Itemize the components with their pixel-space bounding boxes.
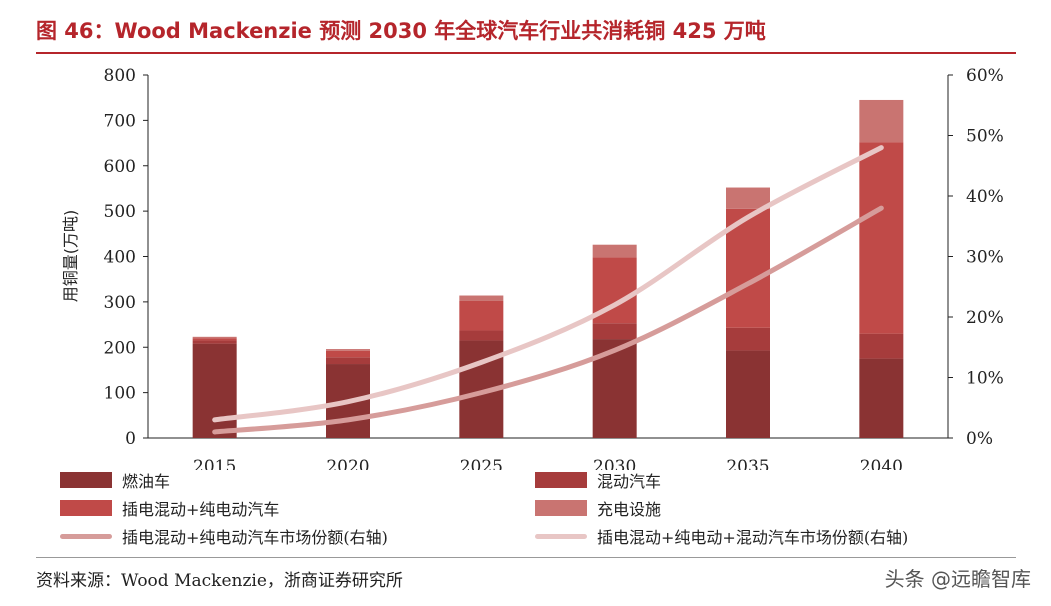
y-tick-label: 400 [104, 248, 136, 268]
bar-segment-hybrid [726, 327, 770, 351]
y2-tick-label: 50% [966, 127, 1004, 147]
legend-swatch-ev-share [60, 533, 112, 539]
title-divider [36, 52, 1016, 54]
x-tick-label: 2020 [326, 457, 369, 470]
y2-tick-label: 30% [966, 248, 1004, 268]
bar-segment-hybrid [859, 333, 904, 359]
y2-tick-label: 0% [966, 429, 993, 449]
bar-segment-charging [192, 336, 237, 339]
bar-segment-charging [459, 295, 504, 301]
x-tick-label: 2030 [593, 457, 636, 470]
y-tick-label: 200 [104, 338, 136, 358]
bar-segment-ice [192, 343, 237, 438]
figure-title: 图 46：Wood Mackenzie 预测 2030 年全球汽车行业共消耗铜 … [36, 19, 766, 43]
legend-item-hybrid: 混动汽车 [535, 468, 661, 492]
bar-segment-charging [592, 244, 637, 258]
y-tick-label: 500 [104, 202, 136, 222]
legend-label-ice: 燃油车 [122, 472, 171, 491]
legend-swatch-hybrid [535, 472, 587, 488]
bar-segment-hybrid [192, 340, 237, 344]
y-tick-label: 700 [104, 111, 136, 131]
y-tick-label: 800 [104, 66, 136, 86]
bar-segment-charging [859, 99, 904, 143]
source-note: 资料来源：Wood Mackenzie，浙商证券研究所 [36, 571, 403, 591]
stacked-bar-chart: 0 100 200 300 400 500 600 700 800 0% 10% 20% 30% 40% 5… [61, 66, 1004, 470]
legend-label-hybrid: 混动汽车 [597, 472, 662, 491]
source-divider [36, 557, 1016, 558]
bar-segment-charging [326, 349, 370, 351]
y-tick-label: 0 [125, 429, 136, 449]
xev-share-line [212, 145, 884, 423]
bar-segment-phev-bev [459, 300, 504, 331]
watermark: 头条 @远瞻智库 [884, 567, 1031, 591]
legend-item-phev-bev: 插电混动+纯电动汽车 [60, 496, 279, 520]
legend-label-ev-share: 插电混动+纯电动汽车市场份额(右轴) [122, 528, 388, 547]
legend-swatch-charging [535, 500, 587, 516]
legend-swatch-xev-share [535, 533, 587, 539]
ev-share-line [212, 205, 884, 435]
bar-segment-ice [726, 350, 770, 438]
legend-swatch-phev-bev [60, 500, 112, 516]
legend-item-ev-share: 插电混动+纯电动汽车市场份额(右轴) [60, 524, 388, 548]
y-tick-label: 600 [104, 157, 136, 177]
legend-label-xev-share: 插电混动+纯电动+混动汽车市场份额(右轴) [597, 528, 909, 547]
y2-tick-label: 40% [966, 187, 1004, 207]
legend-item-charging: 充电设施 [535, 496, 661, 520]
bar-segment-phev-bev [859, 142, 904, 334]
x-tick-label: 2015 [193, 457, 236, 470]
y-axis-label: 用铜量(万吨) [61, 210, 80, 303]
y-tick-label: 100 [104, 384, 136, 404]
bar-segment-phev-bev [326, 350, 370, 358]
legend-item-xev-share: 插电混动+纯电动+混动汽车市场份额(右轴) [535, 524, 908, 548]
x-tick-label: 2025 [460, 457, 503, 470]
x-tick-label: 2040 [860, 457, 903, 470]
legend-swatch-ice [60, 472, 112, 488]
bar-segment-phev-bev [192, 338, 237, 341]
y-tick-label: 300 [104, 293, 136, 313]
y2-tick-label: 20% [966, 308, 1004, 328]
y2-tick-label: 10% [966, 369, 1004, 389]
x-tick-label: 2035 [726, 457, 769, 470]
bar-segment-hybrid [459, 330, 504, 341]
y2-tick-label: 60% [966, 66, 1004, 86]
bar-segment-charging [726, 187, 770, 209]
legend-label-charging: 充电设施 [597, 500, 662, 519]
bar-segment-hybrid [326, 357, 370, 365]
legend-item-ice: 燃油车 [60, 468, 170, 492]
bar-segment-ice [859, 358, 904, 438]
legend-label-phev-bev: 插电混动+纯电动汽车 [122, 500, 280, 519]
bar-segment-hybrid [592, 323, 637, 340]
